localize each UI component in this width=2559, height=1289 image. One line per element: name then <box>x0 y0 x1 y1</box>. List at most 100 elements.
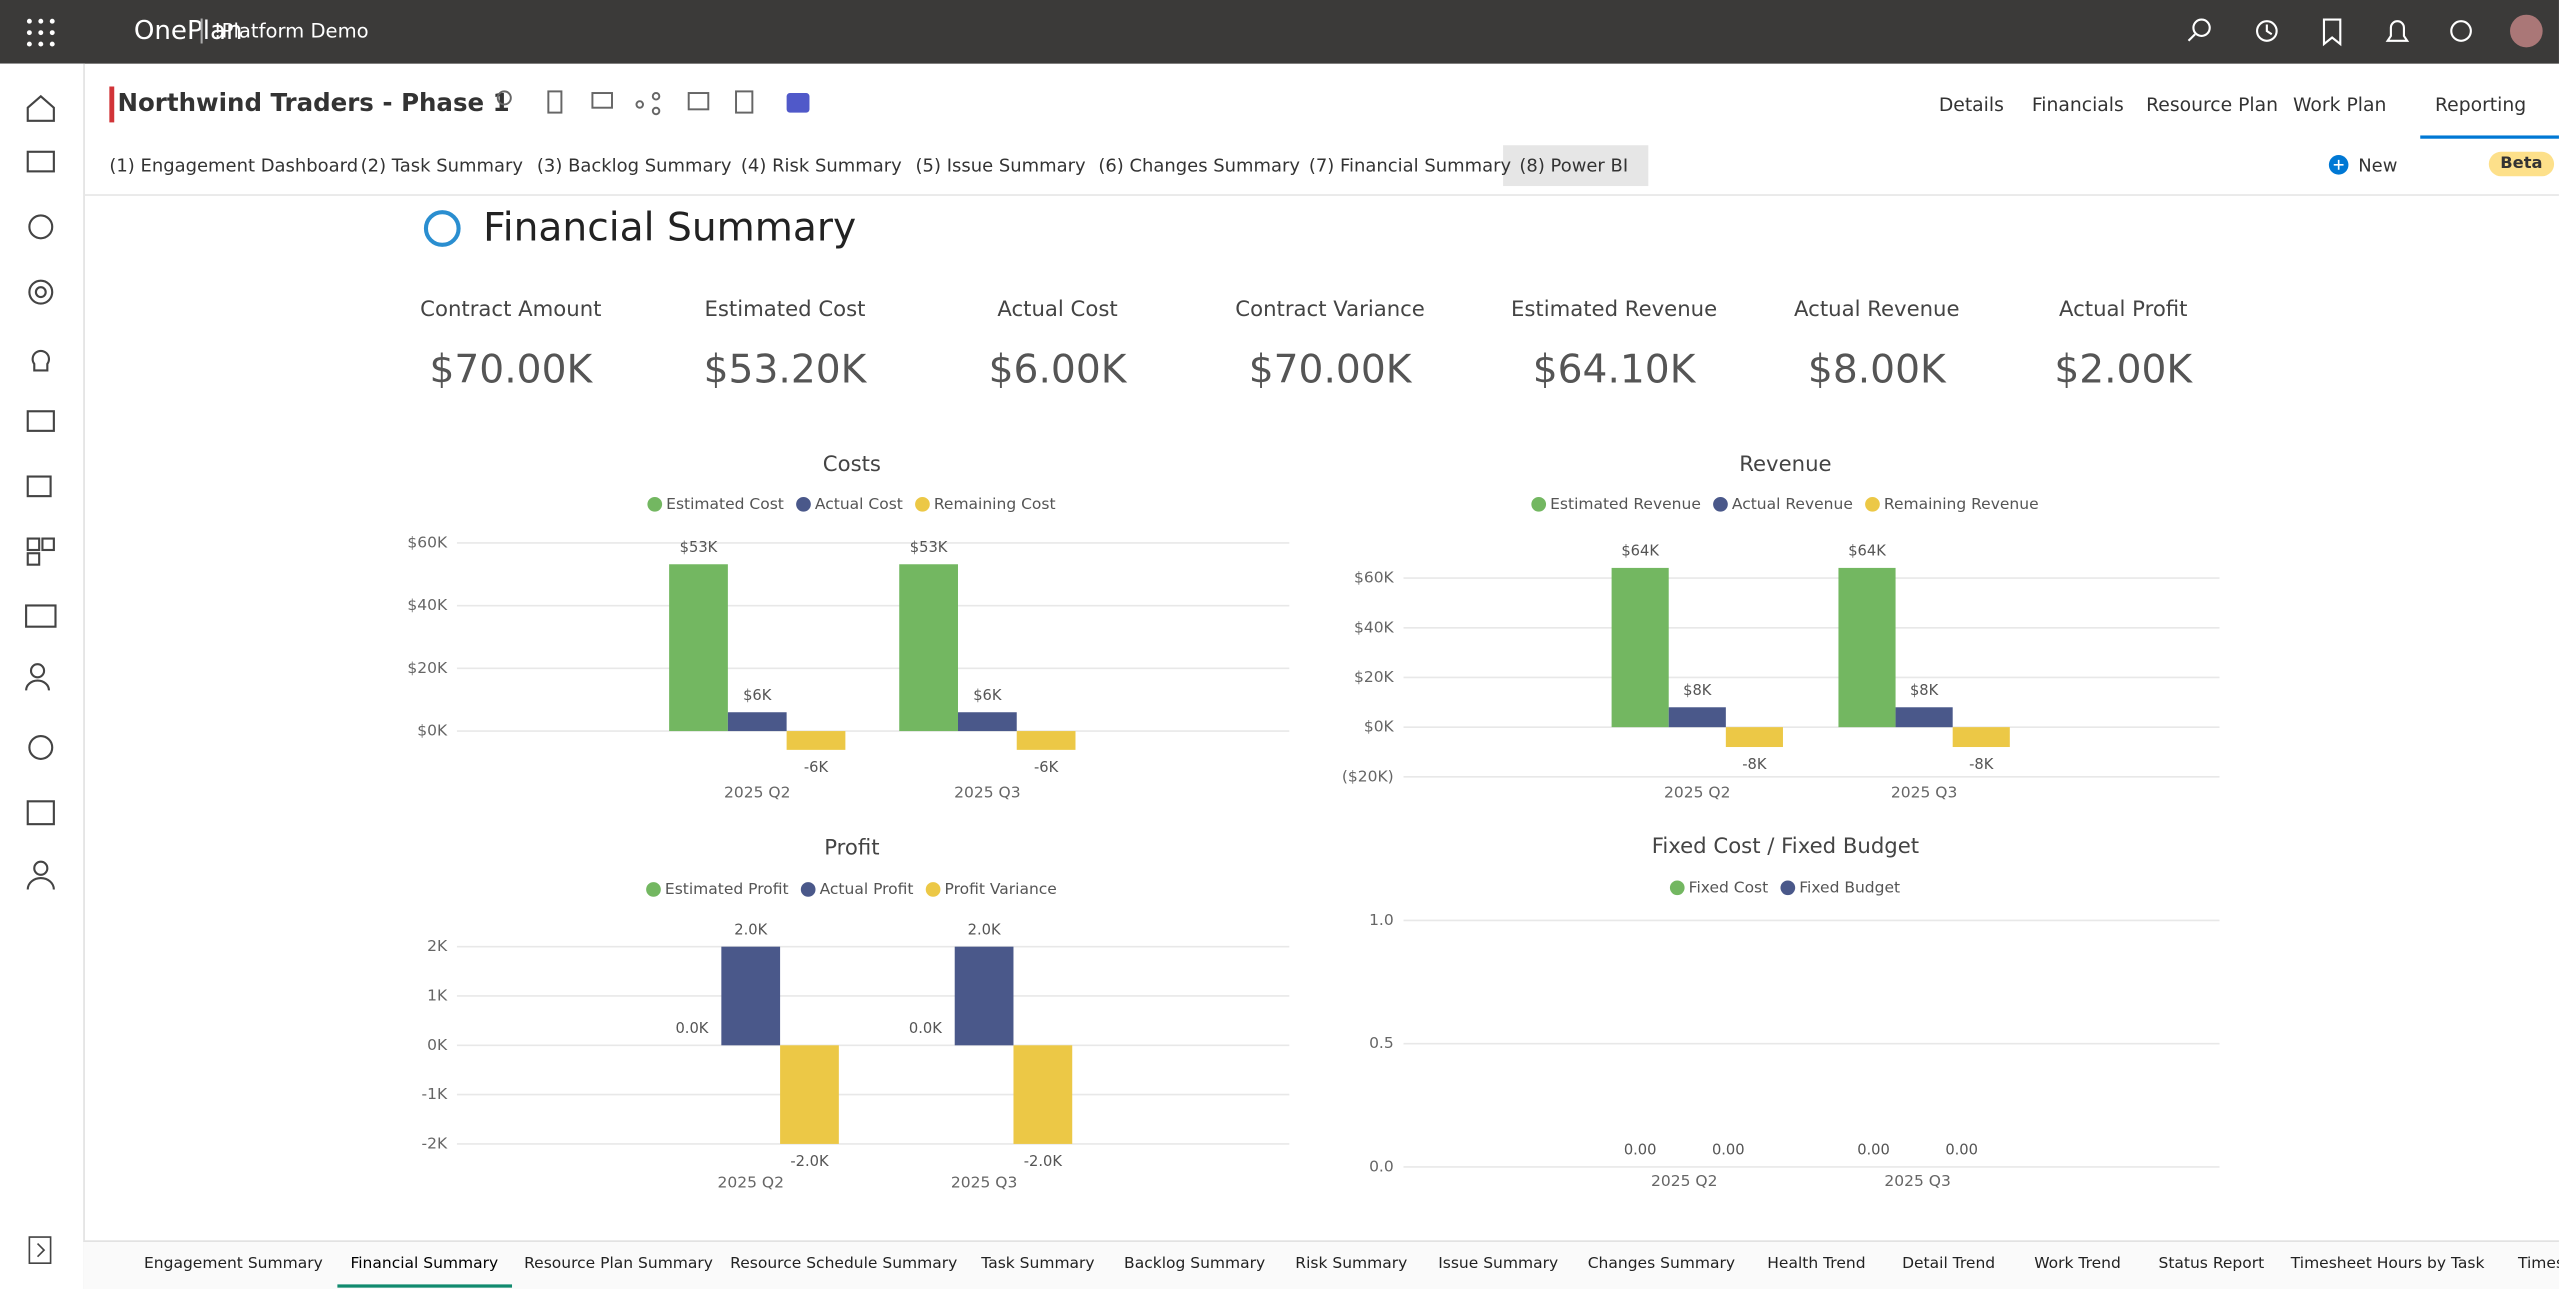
x-tick-label: 2025 Q2 <box>1664 784 1730 802</box>
bottom-tab[interactable]: Risk Summary <box>1295 1255 1408 1273</box>
bottom-tab[interactable]: Times <box>2518 1255 2559 1273</box>
bottom-tab[interactable]: Health Trend <box>1767 1255 1866 1273</box>
legend-swatch <box>1865 496 1880 512</box>
y-tick-label: 0.0 <box>1369 1157 1394 1175</box>
legend-label: Fixed Budget <box>1799 878 1900 896</box>
report-tab[interactable]: (6) Changes Summary <box>1098 155 1301 177</box>
chart-title: Costs <box>823 452 881 477</box>
workspace[interactable]: !Platform Demo <box>213 19 369 43</box>
x-tick-label: 2025 Q3 <box>951 1174 1017 1192</box>
legend-swatch <box>1780 880 1796 896</box>
chart-title: Revenue <box>1739 452 1831 477</box>
bottom-tab[interactable]: Work Trend <box>2034 1255 2121 1273</box>
data-label: -8K <box>1742 756 1767 773</box>
legend: Estimated Revenue Actual Revenue Remaining… <box>1531 495 2039 513</box>
nav-item[interactable]: Work Plan <box>2292 93 2387 116</box>
y-tick-label: 2K <box>427 937 448 955</box>
data-label: $53K <box>680 539 718 556</box>
kpi-value: $8.00K <box>1808 348 1947 393</box>
bottom-tab[interactable]: Issue Summary <box>1438 1255 1559 1273</box>
legend-label: Actual Cost <box>815 495 903 513</box>
x-tick-label: 2025 Q3 <box>1884 1172 1950 1190</box>
left-sidebar <box>0 63 85 1289</box>
bottom-tab[interactable]: Changes Summary <box>1587 1255 1736 1273</box>
kpi-value: $6.00K <box>989 348 1128 393</box>
y-tick-label: $0K <box>417 722 448 740</box>
report-tab[interactable]: (4) Risk Summary <box>740 155 902 177</box>
kpi-label: Estimated Revenue <box>1511 297 1717 322</box>
data-label: $53K <box>910 539 948 556</box>
y-tick-label: -2K <box>422 1134 448 1152</box>
data-label: -2.0K <box>1024 1153 1063 1170</box>
bar <box>899 564 958 732</box>
kpi-value: $2.00K <box>2054 348 2193 393</box>
project-title: Northwind Traders - Phase 1 <box>117 88 510 118</box>
bottom-tab[interactable]: Engagement Summary <box>143 1255 323 1273</box>
bottom-tab[interactable]: Task Summary <box>981 1255 1095 1273</box>
nav-item[interactable]: Details <box>1938 93 2004 116</box>
header-icons <box>496 90 810 116</box>
nav-item[interactable]: Resource Plan <box>2146 93 2279 116</box>
report-tab[interactable]: (1) Engagement Dashboard <box>109 155 359 177</box>
y-tick-label: $20K <box>407 659 448 677</box>
y-tick-label: $60K <box>1354 569 1395 587</box>
bottom-tab[interactable]: Timesheet Hours by Task <box>2290 1255 2485 1273</box>
y-tick-label: $60K <box>407 533 448 551</box>
bar <box>727 712 787 732</box>
nav-item[interactable]: Reporting <box>2434 93 2527 116</box>
bar <box>786 731 846 750</box>
data-label: $6K <box>973 687 1002 704</box>
legend: Estimated Profit Actual Profit Profit Vari… <box>646 880 1057 898</box>
legend-label: Profit Variance <box>945 880 1057 898</box>
legend-label: Actual Revenue <box>1732 495 1853 513</box>
legend-label: Estimated Profit <box>665 880 789 898</box>
expand-icon[interactable] <box>0 1227 83 1276</box>
y-tick-label: $0K <box>1364 718 1395 736</box>
kpi-label: Contract Amount <box>420 297 601 322</box>
kpi-value: $70.00K <box>429 348 593 393</box>
report-tab[interactable]: (7) Financial Summary <box>1308 155 1512 177</box>
legend-swatch <box>1713 496 1728 512</box>
active-tab-bg <box>1503 145 1649 187</box>
report-tab[interactable]: (5) Issue Summary <box>915 155 1086 177</box>
bottom-tab[interactable]: Detail Trend <box>1902 1255 1996 1273</box>
data-label: $8K <box>1683 682 1712 699</box>
bottom-tab[interactable]: Backlog Summary <box>1124 1255 1266 1273</box>
bar <box>721 946 781 1046</box>
legend-swatch <box>915 496 930 512</box>
bar <box>954 946 1014 1046</box>
kpi-label: Contract Variance <box>1235 297 1425 322</box>
bar <box>1016 731 1076 750</box>
x-tick-label: 2025 Q3 <box>1891 784 1957 802</box>
y-tick-label: $40K <box>1354 618 1395 636</box>
x-tick-label: 2025 Q2 <box>1651 1172 1717 1190</box>
report-tab[interactable]: (2) Task Summary <box>360 155 524 177</box>
x-tick-label: 2025 Q3 <box>954 784 1020 802</box>
kpi-value: $64.10K <box>1533 348 1697 393</box>
app-launcher[interactable] <box>24 16 57 49</box>
bottom-tab[interactable]: Resource Plan Summary <box>524 1255 713 1273</box>
report-tab[interactable]: (3) Backlog Summary <box>536 155 732 177</box>
data-label: 0.00 <box>1624 1142 1657 1159</box>
x-tick-label: 2025 Q2 <box>724 784 790 802</box>
legend-swatch <box>925 882 941 897</box>
legend: Estimated Cost Actual Cost Remaining Cost <box>647 495 1056 513</box>
new-button[interactable]: New <box>2358 155 2398 177</box>
accent-bar <box>109 86 115 123</box>
bottom-tab[interactable]: Financial Summary <box>337 1255 512 1288</box>
bar <box>1668 707 1726 728</box>
x-tick-label: 2025 Q2 <box>718 1174 784 1192</box>
data-label: -2.0K <box>790 1153 829 1170</box>
kpi-label: Estimated Cost <box>704 297 865 322</box>
nav-item[interactable]: Financials <box>2031 93 2124 116</box>
bottom-tab[interactable]: Status Report <box>2158 1255 2265 1273</box>
bottom-tab[interactable]: Resource Schedule Summary <box>730 1255 958 1273</box>
legend-swatch <box>647 496 663 512</box>
report-logo <box>423 210 461 247</box>
divider: | <box>197 14 206 45</box>
data-label: 2.0K <box>968 921 1001 938</box>
data-label: $64K <box>1621 543 1659 560</box>
report-tab[interactable]: (8) Power BI <box>1519 155 1629 177</box>
